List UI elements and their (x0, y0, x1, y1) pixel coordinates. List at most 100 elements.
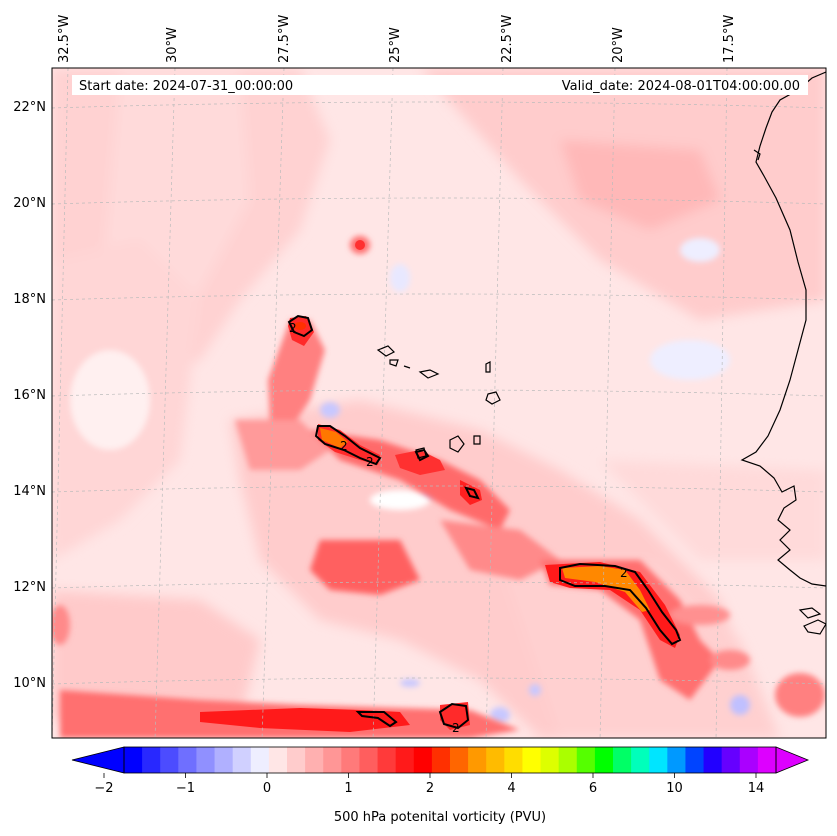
colorbar-ticks: −2 −1 0 1 2 4 6 10 14 (94, 773, 764, 796)
colorbar-swatch (540, 747, 560, 773)
colorbar-swatch (594, 747, 614, 773)
colorbar-swatch (268, 747, 288, 773)
island (403, 365, 411, 369)
colorbar-swatch (142, 747, 161, 773)
coastline (376, 71, 826, 635)
colorbar-swatch (214, 747, 234, 773)
lat-label: 14°N (13, 484, 46, 499)
lon-label: 25°W (388, 27, 403, 63)
island (449, 435, 465, 453)
lat-labels: 22°N 20°N 18°N 16°N 14°N 12°N 10°N (13, 100, 46, 691)
graticule (52, 68, 826, 738)
island (418, 369, 440, 379)
colorbar-min-extend (71, 746, 125, 774)
colorbar-swatch (739, 747, 759, 773)
lon-label: 22.5°W (500, 15, 515, 63)
contour (559, 562, 682, 646)
colorbar-swatch (359, 747, 379, 773)
colorbar-swatch (431, 747, 451, 773)
island (485, 361, 491, 373)
valid-date: Valid_date: 2024-08-01T04:00:00.00 (562, 79, 800, 94)
colorbar-tick-label: 10 (666, 781, 683, 796)
colorbar-swatch (522, 747, 542, 773)
coast-detail (803, 619, 826, 635)
lat-label: 18°N (13, 292, 46, 307)
island (415, 447, 427, 459)
lat-label: 12°N (13, 580, 46, 595)
island (389, 359, 399, 367)
colorbar-swatch (558, 747, 578, 773)
colorbar-tick-label: 6 (589, 781, 597, 796)
lon-label: 27.5°W (277, 15, 292, 63)
coast-detail (753, 149, 761, 161)
colorbar-tick-label: 2 (426, 781, 434, 796)
colorbar-swatch (667, 747, 687, 773)
map-panel: 2 2 2 2 2 Start date: 2024-07-31_00:00:0… (52, 68, 826, 738)
lon-label: 20°W (611, 27, 626, 63)
contour (314, 425, 382, 466)
colorbar-swatch (721, 747, 741, 773)
colorbar-tick-label: 0 (263, 781, 271, 796)
lat-label: 16°N (13, 388, 46, 403)
colorbar-swatch (450, 747, 469, 773)
lat-label: 10°N (13, 676, 46, 691)
colorbar-swatch (160, 747, 179, 773)
africa-coast (740, 71, 826, 587)
pv-contours (287, 314, 682, 730)
colorbar-swatch (468, 747, 487, 773)
colorbar-swatch (323, 747, 342, 773)
island (473, 435, 481, 445)
contour-label: 2 (620, 566, 628, 580)
colorbar-tick-label: 4 (507, 781, 515, 796)
lon-label: 30°W (165, 27, 180, 63)
colorbar-swatch (395, 747, 415, 773)
colorbar-swatch (413, 747, 433, 773)
colorbar-segments (124, 747, 777, 773)
colorbar-max-extend (775, 746, 810, 774)
contour-label: 2 (366, 455, 374, 469)
colorbar-swatch (287, 747, 306, 773)
contour (438, 702, 470, 730)
colorbar-frame (123, 746, 777, 774)
colorbar-swatch (486, 747, 505, 773)
pv-field-peak (294, 322, 650, 612)
contour-label: 2 (289, 321, 297, 335)
contour-labels: 2 2 2 2 2 (289, 321, 628, 735)
colorbar-swatch (757, 747, 777, 773)
contour-label: 2 (340, 439, 348, 453)
coast-detail (798, 607, 822, 619)
lat-label: 22°N (13, 100, 46, 115)
contour (287, 314, 314, 338)
map-frame (51, 67, 827, 739)
lon-label: 32.5°W (57, 15, 72, 63)
island (376, 345, 396, 357)
date-box (72, 75, 808, 95)
colorbar-swatch (703, 747, 723, 773)
colorbar-swatch (685, 747, 705, 773)
colorbar-swatch (576, 747, 596, 773)
colorbar-swatch (631, 747, 650, 773)
colorbar-swatch (178, 747, 198, 773)
colorbar-swatch (341, 747, 361, 773)
start-date: Start date: 2024-07-31_00:00:00 (79, 79, 293, 94)
colorbar-label: 500 hPa potenital vorticity (PVU) (334, 810, 546, 825)
colorbar-tick-label: 14 (748, 781, 765, 796)
colorbar-tick-label: −2 (94, 781, 113, 796)
colorbar-swatch (124, 747, 143, 773)
colorbar-swatch (232, 747, 252, 773)
contour-label: 2 (452, 721, 460, 735)
colorbar-swatch (377, 747, 397, 773)
colorbar-swatch (613, 747, 632, 773)
colorbar-swatch (649, 747, 668, 773)
colorbar-swatch (504, 747, 524, 773)
colorbar-swatch (196, 747, 216, 773)
colorbar-swatch (305, 747, 324, 773)
lat-label: 20°N (13, 196, 46, 211)
contour (464, 486, 480, 500)
colorbar: −2 −1 0 1 2 4 6 10 14 500 hPa potenital vorticit… (71, 746, 810, 825)
contour (355, 711, 398, 728)
lon-label: 17.5°W (722, 15, 737, 63)
colorbar-swatch (250, 747, 270, 773)
island (485, 391, 501, 405)
